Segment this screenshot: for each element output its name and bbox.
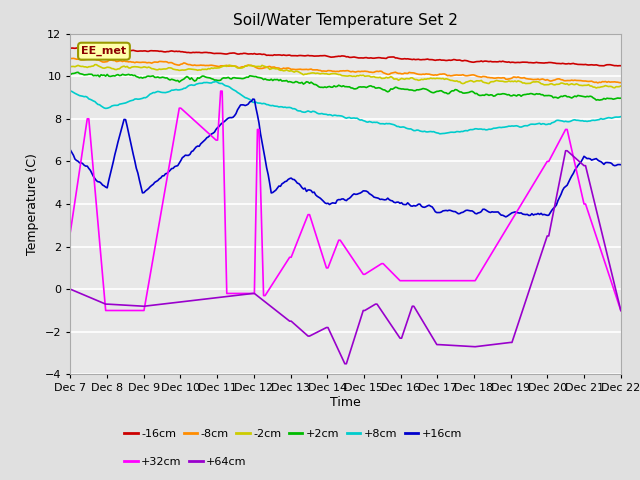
+64cm <box>134 303 141 309</box>
-8cm <box>250 64 258 70</box>
-16cm <box>614 63 621 69</box>
+16cm <box>134 170 141 176</box>
-2cm <box>250 63 258 69</box>
-16cm <box>617 63 625 69</box>
+8cm <box>436 131 444 137</box>
-8cm <box>136 60 143 65</box>
-16cm <box>73 45 81 51</box>
+2cm <box>260 77 268 83</box>
+64cm <box>617 308 625 313</box>
+32cm <box>217 88 225 94</box>
-16cm <box>308 53 316 59</box>
+64cm <box>589 194 597 200</box>
+64cm <box>249 290 257 296</box>
+32cm <box>617 308 625 313</box>
Line: +32cm: +32cm <box>70 91 621 311</box>
+32cm <box>261 293 269 299</box>
Line: -16cm: -16cm <box>70 48 621 66</box>
+64cm <box>230 293 238 299</box>
+16cm <box>260 147 268 153</box>
Line: +64cm: +64cm <box>70 151 621 364</box>
-2cm <box>617 83 625 89</box>
Line: -8cm: -8cm <box>70 59 621 83</box>
-16cm <box>136 48 143 54</box>
+64cm <box>258 297 266 302</box>
-2cm <box>67 64 74 70</box>
-2cm <box>232 64 240 70</box>
+2cm <box>617 96 625 101</box>
+8cm <box>260 100 268 106</box>
-8cm <box>617 80 625 85</box>
X-axis label: Time: Time <box>330 396 361 409</box>
-8cm <box>232 63 240 69</box>
+16cm <box>249 96 257 102</box>
+16cm <box>589 156 597 162</box>
+32cm <box>310 226 318 232</box>
+8cm <box>617 114 625 120</box>
+8cm <box>232 88 240 94</box>
+8cm <box>589 118 597 123</box>
-2cm <box>136 64 143 70</box>
+2cm <box>595 97 603 103</box>
Y-axis label: Temperature (C): Temperature (C) <box>26 153 39 255</box>
-2cm <box>91 62 99 68</box>
+16cm <box>617 162 625 168</box>
+16cm <box>502 214 509 220</box>
+8cm <box>134 96 141 102</box>
+32cm <box>252 209 260 215</box>
+16cm <box>308 190 316 195</box>
+64cm <box>562 148 570 154</box>
+16cm <box>230 113 238 119</box>
-8cm <box>70 56 77 61</box>
+2cm <box>588 94 595 99</box>
-2cm <box>593 85 600 91</box>
+2cm <box>308 81 316 86</box>
Line: +16cm: +16cm <box>70 99 621 217</box>
-16cm <box>588 62 595 68</box>
+64cm <box>307 333 315 338</box>
+32cm <box>589 224 597 230</box>
-8cm <box>67 56 74 61</box>
+8cm <box>308 108 316 114</box>
-16cm <box>232 51 240 57</box>
-2cm <box>260 63 268 69</box>
-8cm <box>594 80 602 86</box>
+8cm <box>67 88 74 94</box>
+16cm <box>250 96 258 102</box>
-8cm <box>588 78 595 84</box>
+2cm <box>250 74 258 80</box>
+8cm <box>212 79 220 84</box>
+8cm <box>250 99 258 105</box>
-2cm <box>588 83 595 89</box>
-16cm <box>260 51 268 57</box>
+32cm <box>136 308 143 313</box>
-8cm <box>308 67 316 73</box>
+2cm <box>67 72 74 77</box>
Text: EE_met: EE_met <box>81 46 127 56</box>
+32cm <box>102 308 109 313</box>
Line: +2cm: +2cm <box>70 72 621 100</box>
+2cm <box>232 75 240 81</box>
+2cm <box>74 70 82 75</box>
Title: Soil/Water Temperature Set 2: Soil/Water Temperature Set 2 <box>233 13 458 28</box>
+32cm <box>67 229 74 235</box>
+16cm <box>67 147 74 153</box>
Line: -2cm: -2cm <box>70 65 621 88</box>
+64cm <box>67 286 74 292</box>
+64cm <box>341 361 349 367</box>
-8cm <box>260 65 268 71</box>
+32cm <box>234 290 241 296</box>
Legend: +32cm, +64cm: +32cm, +64cm <box>120 452 251 471</box>
Line: +8cm: +8cm <box>70 82 621 134</box>
+2cm <box>136 75 143 81</box>
-2cm <box>308 70 316 76</box>
-16cm <box>250 51 258 57</box>
-16cm <box>67 46 74 51</box>
